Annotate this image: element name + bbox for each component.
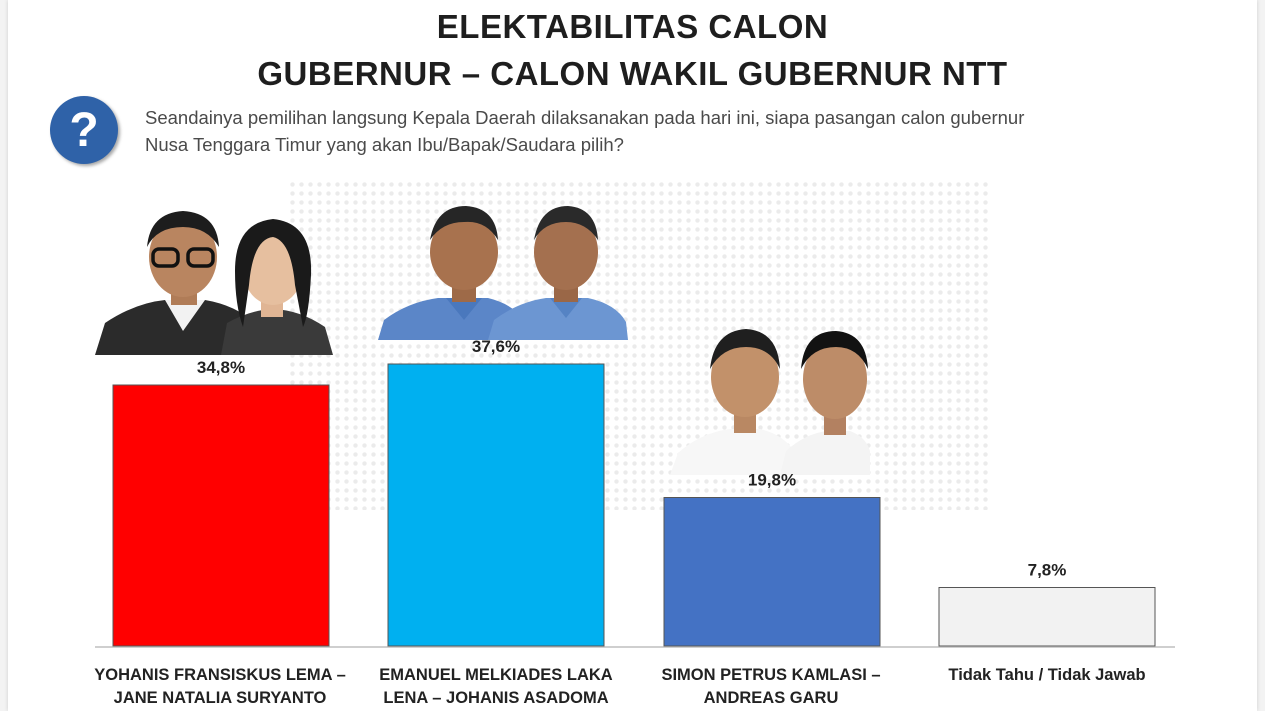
category-label-2-line1: EMANUEL MELKIADES LAKA [379,666,613,684]
candidate-photo-pair-1 [95,211,333,355]
category-label-4-line1: Tidak Tahu / Tidak Jawab [948,666,1146,684]
bar-value-label-1: 34,8% [197,358,245,377]
category-label-1-line2: JANE NATALIA SURYANTO [113,689,327,707]
category-label-3-line1: SIMON PETRUS KAMLASI – [661,666,881,684]
bar-4 [938,587,1156,647]
chart-baseline [95,646,1175,648]
category-label-3-line2: ANDREAS GARU [703,689,839,707]
bar-value-label-4: 7,8% [1028,561,1067,580]
question-mark-glyph: ? [69,103,99,157]
category-label-2: EMANUEL MELKIADES LAKA LENA – JOHANIS AS… [356,664,636,710]
bar-2 [387,363,605,647]
bar-value-label-2: 37,6% [472,337,520,356]
category-label-2-line2: LENA – JOHANIS ASADOMA [383,689,609,707]
bar-value-label-3: 19,8% [748,471,796,490]
category-label-4: Tidak Tahu / Tidak Jawab [907,664,1187,687]
survey-question: Seandainya pemilihan langsung Kepala Dae… [145,104,1225,158]
survey-question-line1: Seandainya pemilihan langsung Kepala Dae… [145,107,1025,128]
category-label-1-line1: YOHANIS FRANSISKUS LEMA – [94,666,346,684]
survey-question-line2: Nusa Tenggara Timur yang akan Ibu/Bapak/… [145,134,624,155]
bar-3 [663,497,881,647]
category-label-3: SIMON PETRUS KAMLASI – ANDREAS GARU [631,664,911,710]
candidate-photo-pair-3 [670,329,870,475]
candidate-photo-pair-2 [378,206,628,340]
chart-title-line2: GUBERNUR – CALON WAKIL GUBERNUR NTT [257,55,1008,92]
chart-title-line1: ELEKTABILITAS CALON [436,8,829,45]
bar-1 [112,384,330,647]
question-mark-icon: ? [50,96,118,164]
category-label-1: YOHANIS FRANSISKUS LEMA – JANE NATALIA S… [80,664,360,710]
